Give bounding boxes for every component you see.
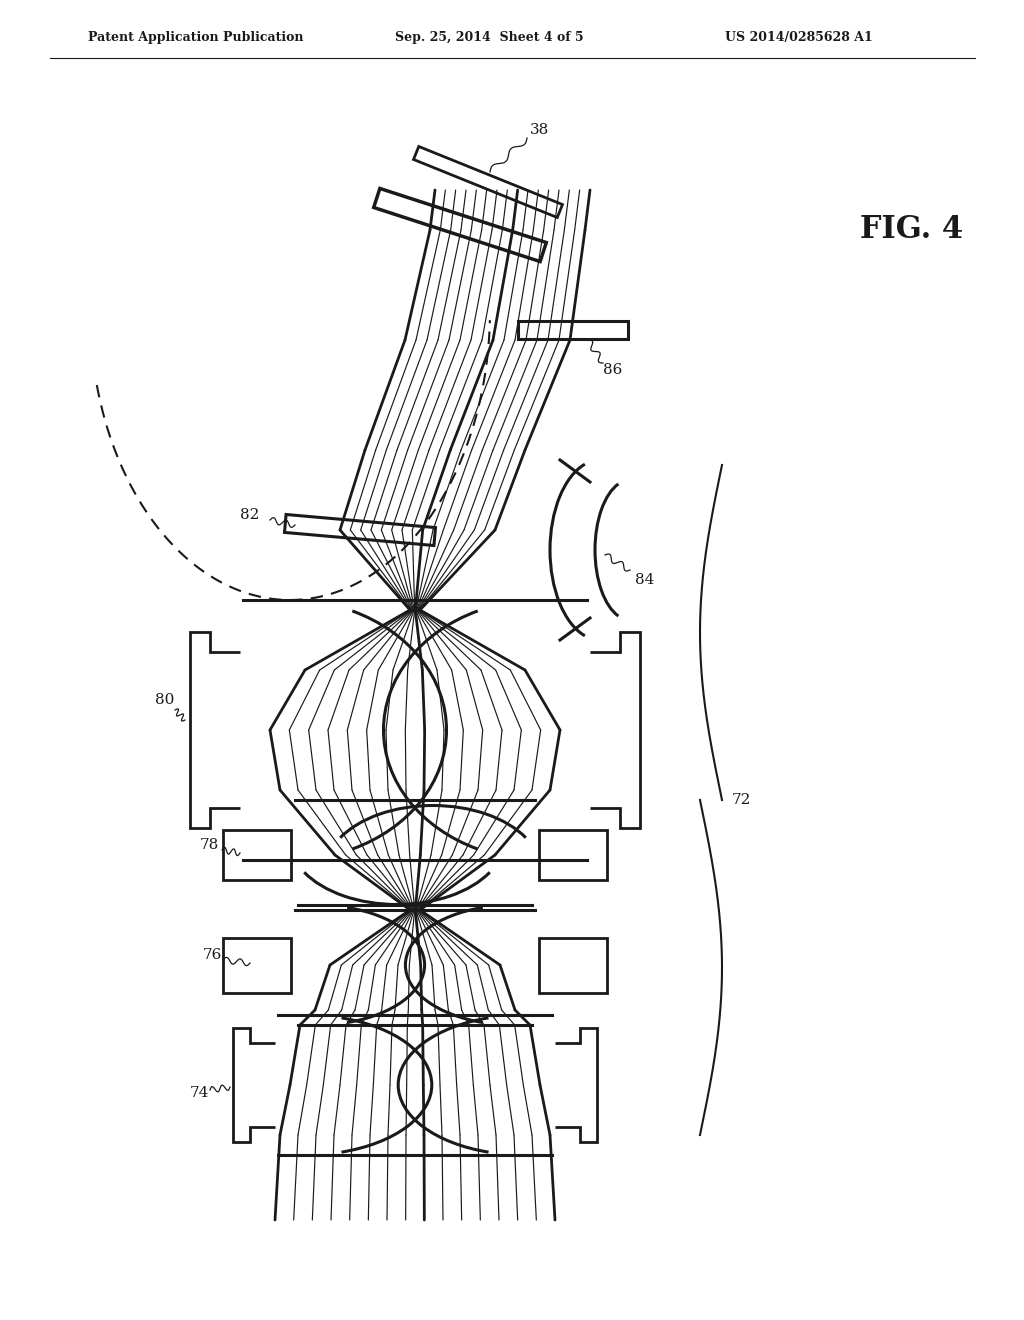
Text: Patent Application Publication: Patent Application Publication <box>88 30 303 44</box>
Text: 86: 86 <box>603 363 623 378</box>
Text: Sep. 25, 2014  Sheet 4 of 5: Sep. 25, 2014 Sheet 4 of 5 <box>395 30 584 44</box>
Text: 82: 82 <box>240 508 259 521</box>
Text: 72: 72 <box>732 793 752 807</box>
Text: 74: 74 <box>190 1086 209 1100</box>
Text: 80: 80 <box>155 693 174 708</box>
Text: 78: 78 <box>200 838 219 851</box>
Text: 38: 38 <box>530 123 549 137</box>
Text: 76: 76 <box>203 948 222 962</box>
Text: FIG. 4: FIG. 4 <box>860 214 964 246</box>
Text: US 2014/0285628 A1: US 2014/0285628 A1 <box>725 30 872 44</box>
Text: 84: 84 <box>635 573 654 587</box>
